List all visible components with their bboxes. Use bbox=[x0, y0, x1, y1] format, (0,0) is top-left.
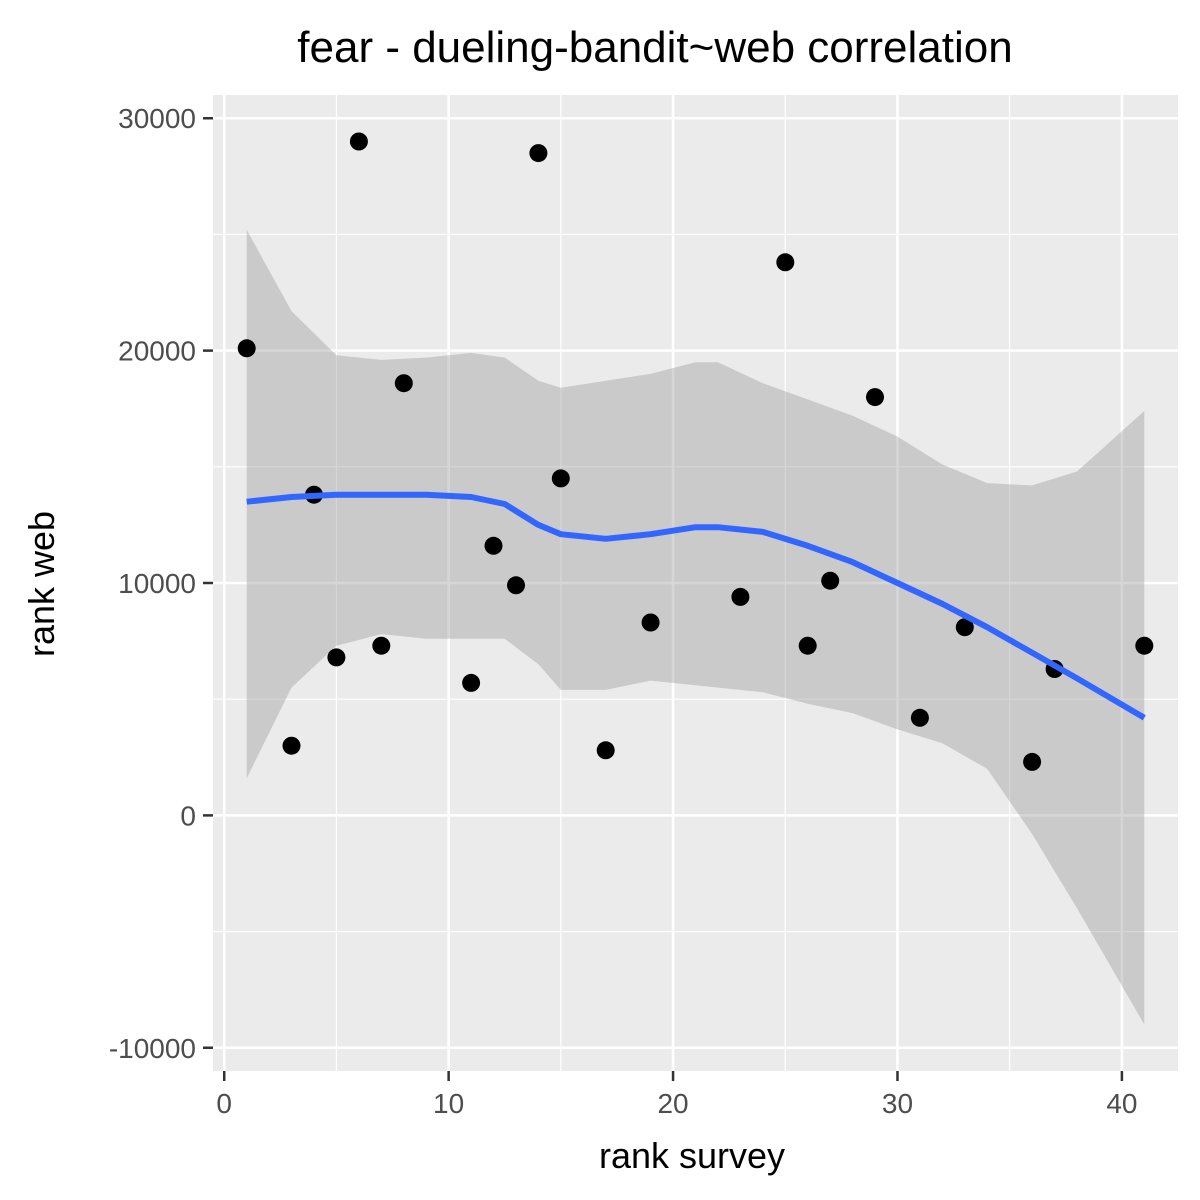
data-point bbox=[1135, 636, 1154, 655]
smooth-line bbox=[246, 491, 1146, 721]
confidence-band-layer bbox=[246, 229, 1145, 1025]
x-axis: 0 10 20 30 40 bbox=[216, 1071, 1137, 1119]
data-point bbox=[641, 613, 660, 632]
data-point bbox=[798, 636, 817, 655]
smooth-line-layer bbox=[246, 491, 1146, 721]
y-tick-label: 10000 bbox=[118, 568, 196, 599]
data-point bbox=[821, 571, 840, 590]
x-axis-title: rank survey bbox=[599, 1135, 785, 1176]
x-tick-label: 10 bbox=[433, 1088, 464, 1119]
data-point bbox=[462, 673, 481, 692]
data-point bbox=[910, 708, 929, 727]
y-axis-title: rank web bbox=[21, 511, 62, 657]
data-point bbox=[372, 636, 391, 655]
data-point bbox=[484, 536, 503, 555]
y-tick-label: 20000 bbox=[118, 336, 196, 367]
data-point bbox=[394, 374, 413, 393]
data-point bbox=[776, 253, 795, 272]
x-tick-label: 0 bbox=[216, 1088, 232, 1119]
data-point bbox=[551, 469, 570, 488]
data-point bbox=[282, 736, 301, 755]
x-tick-label: 20 bbox=[657, 1088, 688, 1119]
chart-title: fear - dueling-bandit~web correlation bbox=[297, 23, 1012, 72]
y-tick-label: 0 bbox=[180, 800, 196, 831]
data-point bbox=[237, 339, 256, 358]
data-point bbox=[731, 587, 750, 606]
y-tick-label: 30000 bbox=[118, 103, 196, 134]
data-point bbox=[349, 132, 368, 151]
data-point bbox=[507, 576, 525, 595]
data-points bbox=[237, 132, 1154, 771]
confidence-band bbox=[246, 229, 1145, 1025]
data-point bbox=[596, 741, 615, 760]
x-tick-label: 40 bbox=[1106, 1088, 1137, 1119]
y-axis: -10000 0 10000 20000 30000 bbox=[109, 103, 213, 1064]
y-tick-label: -10000 bbox=[109, 1033, 196, 1064]
data-point bbox=[866, 388, 884, 407]
data-point bbox=[955, 618, 974, 637]
data-point bbox=[327, 648, 346, 667]
data-point bbox=[1023, 752, 1042, 771]
grid-major bbox=[213, 95, 1178, 1071]
x-tick-label: 30 bbox=[882, 1088, 913, 1119]
data-point bbox=[529, 144, 548, 163]
